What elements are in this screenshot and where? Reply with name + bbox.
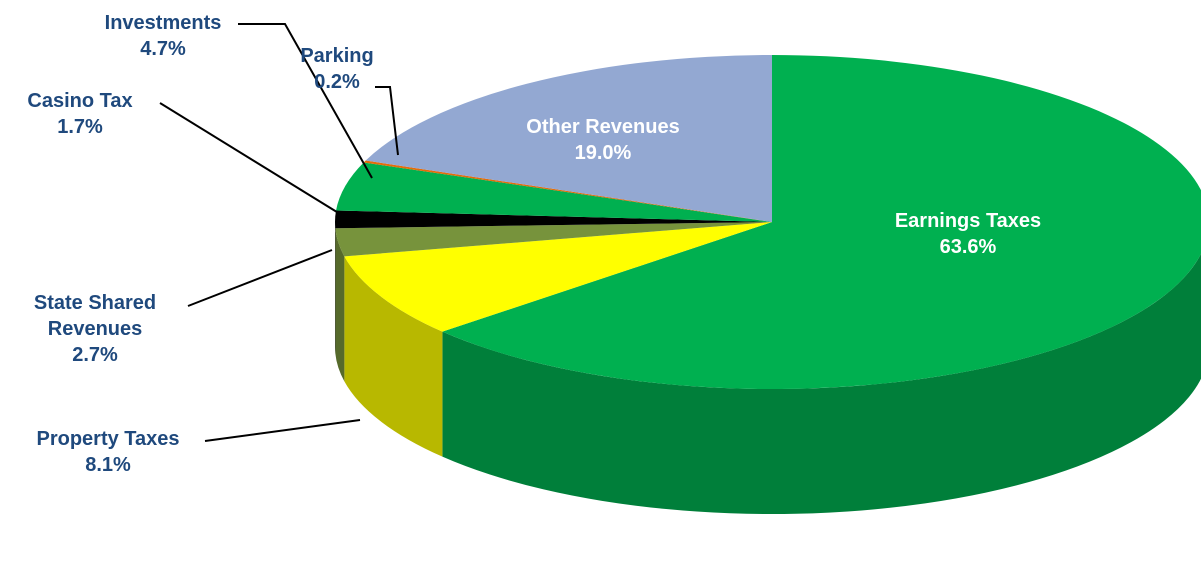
- slice-value: 4.7%: [140, 38, 186, 60]
- pie-side: [344, 256, 443, 457]
- pie-slice: [365, 55, 772, 222]
- leader-line: [238, 23, 373, 179]
- slice-value: 19.0%: [574, 142, 632, 164]
- leader-line: [375, 86, 399, 156]
- slice-name: Parking: [300, 45, 374, 67]
- pie-slice: [442, 55, 1201, 389]
- pie-slice: [334, 210, 772, 229]
- pie-side: [335, 228, 345, 382]
- slice-label: Property Taxes 8.1%: [36, 426, 179, 478]
- slice-label: Investments 4.7%: [105, 10, 222, 62]
- slice-value: 63.6%: [939, 236, 997, 258]
- leader-line: [187, 249, 333, 307]
- pie-slice: [363, 160, 772, 222]
- slice-label: State Shared Revenues 2.7%: [15, 290, 175, 368]
- pie-slice: [336, 162, 772, 222]
- slice-name: State Shared Revenues: [33, 292, 157, 340]
- slice-name: Casino Tax: [27, 90, 133, 112]
- slice-label: Casino Tax 1.7%: [27, 88, 132, 140]
- slice-label: Parking 0.2%: [300, 43, 373, 95]
- slice-label: Other Revenues 19.0%: [526, 114, 679, 166]
- slice-name: Investments: [104, 12, 222, 34]
- pie-slice: [344, 222, 772, 332]
- slice-name: Earnings Taxes: [894, 210, 1042, 232]
- pie-slice: [335, 222, 772, 257]
- slice-label: Earnings Taxes 63.6%: [895, 208, 1041, 260]
- slice-name: Property Taxes: [36, 428, 180, 450]
- slice-value: 2.7%: [72, 344, 118, 366]
- slice-name: Other Revenues: [526, 116, 680, 138]
- slice-value: 8.1%: [85, 454, 131, 476]
- pie-side: [442, 253, 1201, 514]
- leader-line: [159, 102, 346, 218]
- slice-value: 0.2%: [314, 71, 360, 93]
- leader-line: [204, 419, 361, 442]
- slice-value: 1.7%: [57, 116, 103, 138]
